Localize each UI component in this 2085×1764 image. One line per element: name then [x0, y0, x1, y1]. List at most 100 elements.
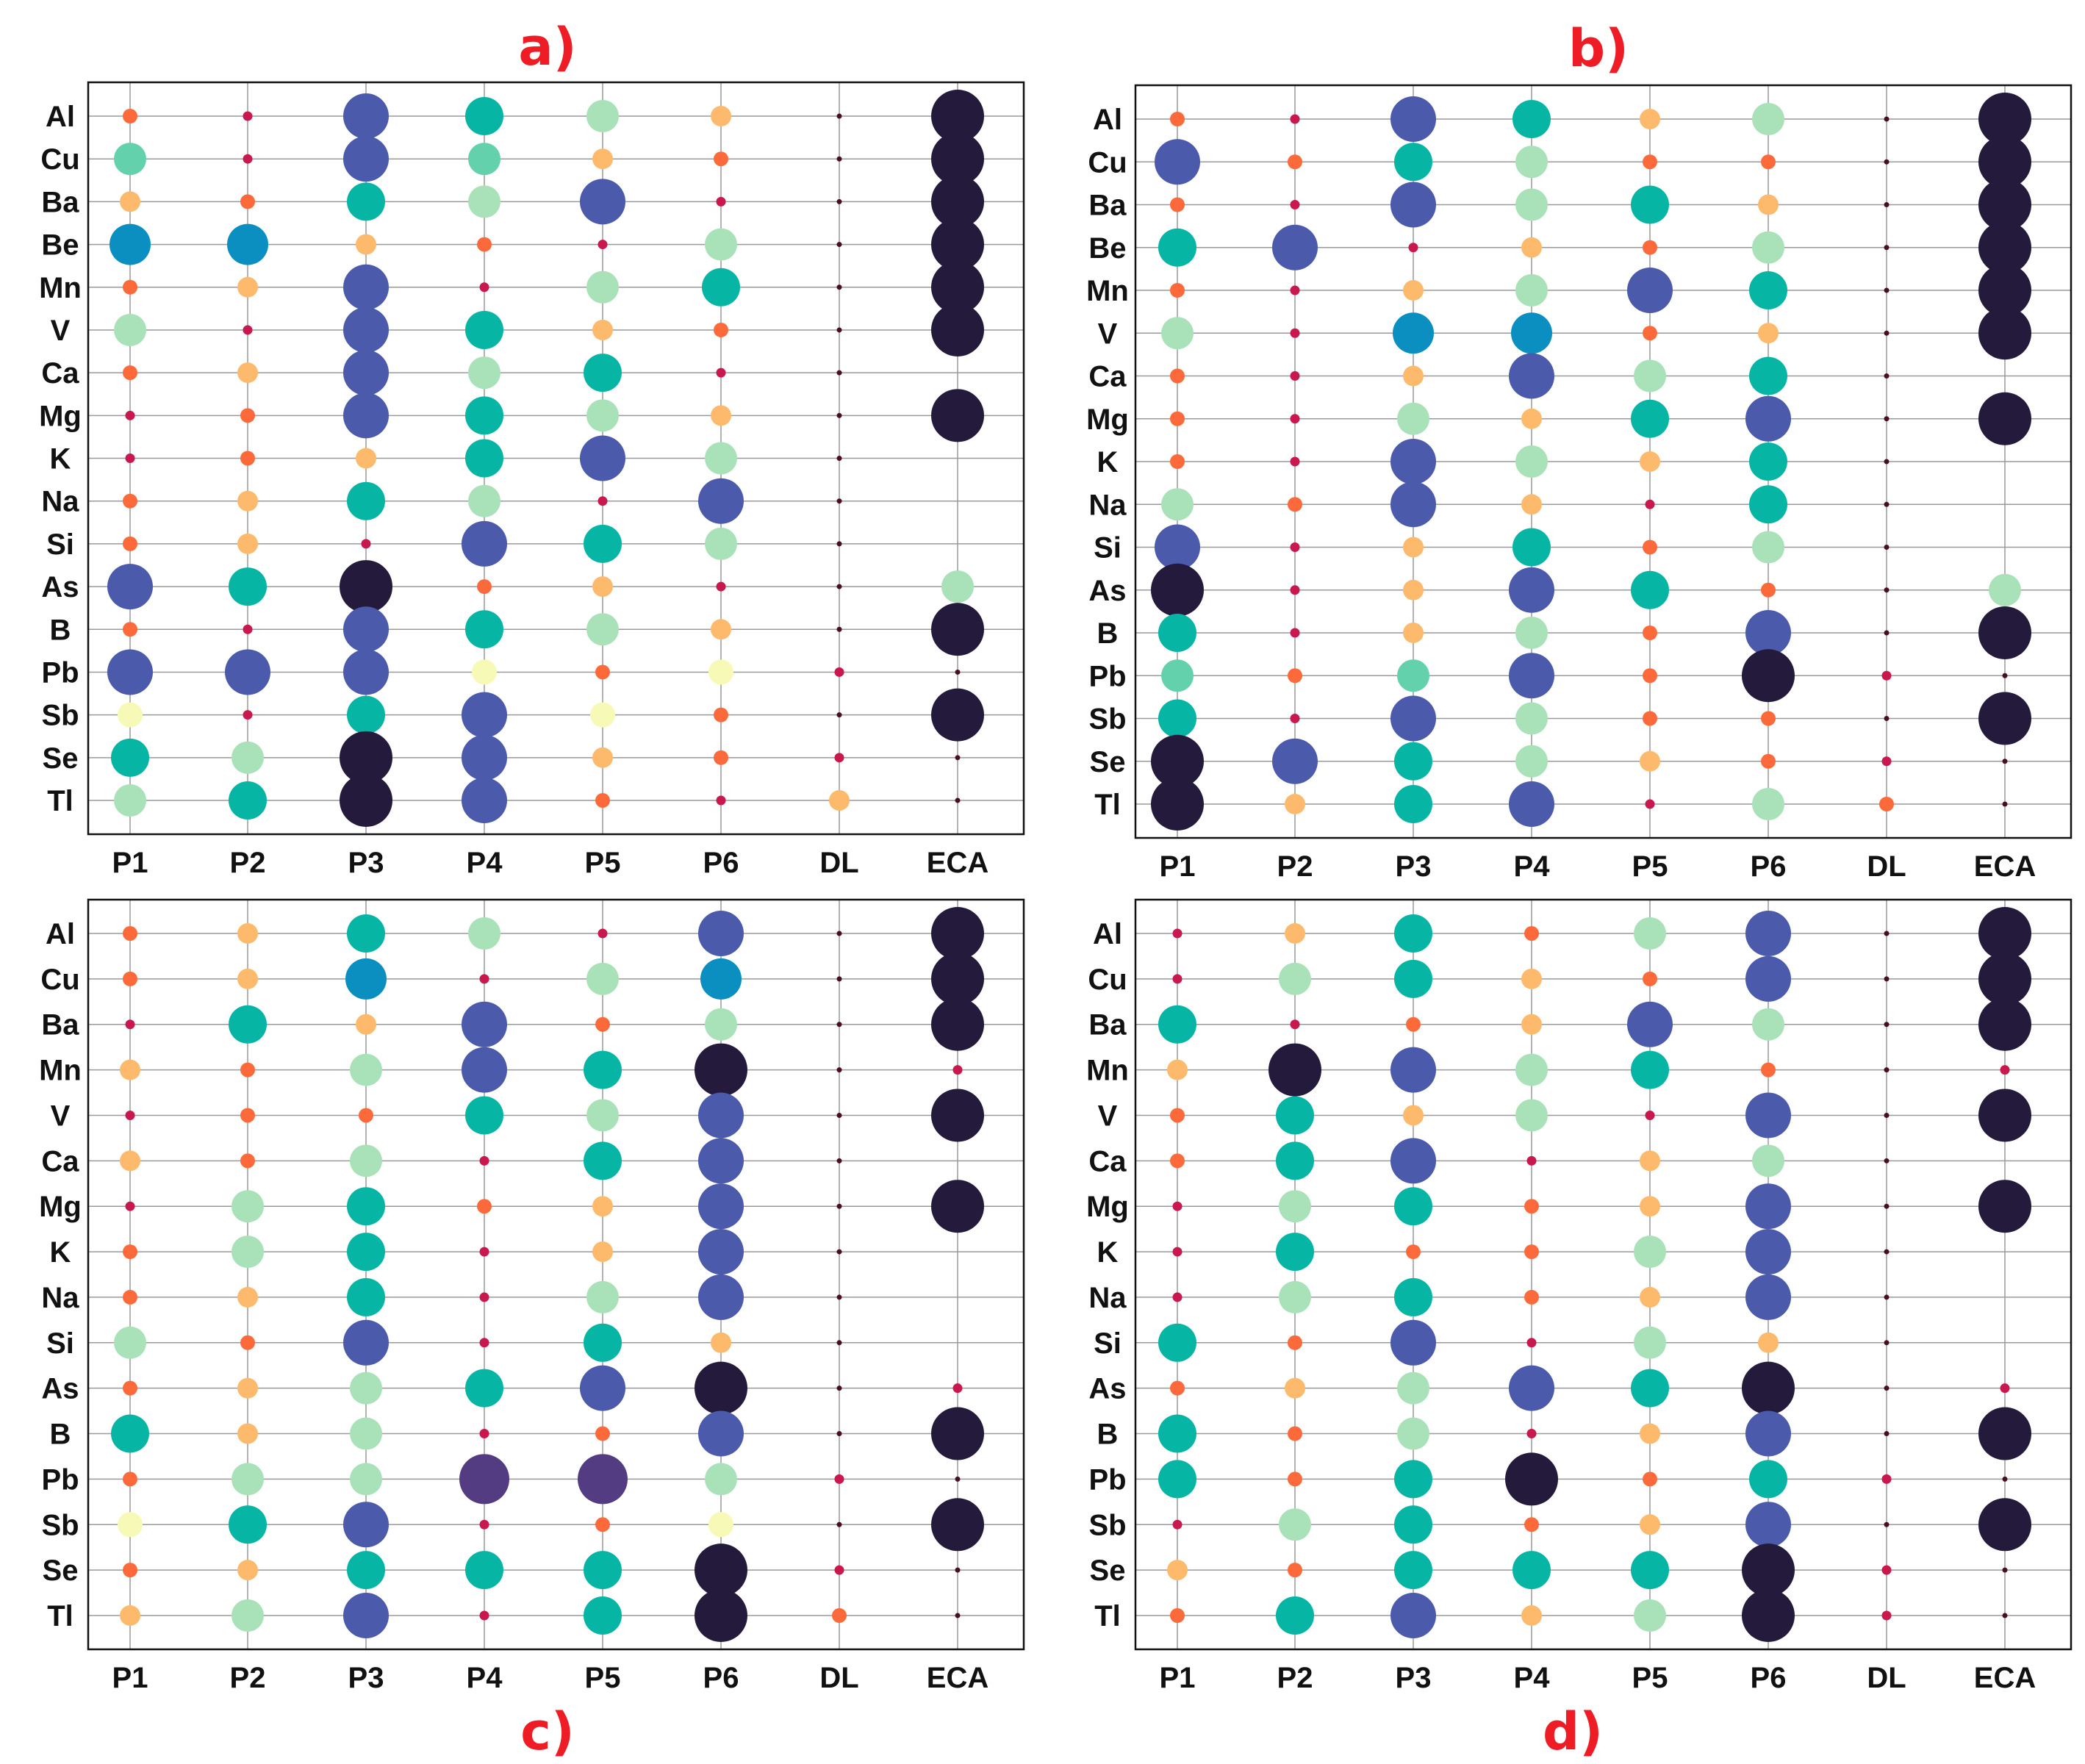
panel-a-title: a)	[518, 17, 576, 77]
panel-d-bubble-ba-p2	[1290, 1019, 1300, 1030]
panel-b-row-label-mg: Mg	[1086, 404, 1129, 436]
panel-b-bubble-tl-dl	[1879, 797, 1894, 811]
panel-a-bubble-as-dl	[836, 584, 842, 589]
panel-b-bubble-as-dl	[1884, 587, 1890, 593]
panel-b-bubble-v-p4	[1511, 312, 1552, 354]
panel-d-bubble-as-p5	[1631, 1369, 1669, 1408]
panel-a-bubble-na-p4	[468, 484, 500, 517]
panel-d-bubble-tl-p6	[1742, 1589, 1795, 1642]
panel-d-bubble-v-p4	[1515, 1099, 1548, 1132]
panel-d-row-label-b: B	[1097, 1419, 1119, 1451]
panel-d-col-label-eca: ECA	[1974, 1662, 2036, 1694]
panel-a-bubble-be-p6	[705, 228, 737, 261]
panel-d-bubble-mn-p3	[1390, 1047, 1436, 1093]
panel-a-bubble-si-p2	[237, 533, 258, 554]
panel-a-bubble-pb-p5	[595, 664, 610, 680]
panel-d-bubble-sb-p2	[1279, 1508, 1311, 1541]
panel-c-row-label-ba: Ba	[41, 1009, 79, 1041]
panel-b-row-label-al: Al	[1093, 104, 1122, 136]
panel-c-bubble-ca-p4	[479, 1155, 489, 1166]
panel-a-bubble-mg-dl	[836, 412, 842, 418]
panel-a-bubble-ca-p5	[584, 354, 622, 392]
panel-c-bubble-na-dl	[836, 1294, 842, 1300]
panel-c-col-label-p5: P5	[585, 1662, 621, 1694]
panel-d-bubble-as-dl	[1884, 1385, 1890, 1391]
panel-b-bubble-sb-p5	[1643, 711, 1657, 726]
panel-d-bubble-mn-p6	[1761, 1062, 1776, 1078]
panel-c-bubble-cu-eca	[931, 952, 984, 1005]
panel-c-bubble-k-p4	[479, 1247, 489, 1257]
panel-a-bubble-cu-p5	[592, 148, 613, 170]
panel-a-bubble-tl-p6	[716, 795, 726, 806]
panel-c-bubble-si-p5	[584, 1323, 622, 1362]
panel-b-bubble-ba-p4	[1515, 188, 1548, 221]
panel-b-bubble-pb-p5	[1643, 668, 1657, 684]
panel-c-bubble-se-p1	[123, 1563, 137, 1578]
panel-d-row-label-cu: Cu	[1088, 964, 1127, 996]
panel-b-bubble-v-p2	[1290, 328, 1300, 338]
panel-c-bubble-mn-p1	[120, 1059, 140, 1080]
panel-b-row-label-ca: Ca	[1088, 361, 1127, 393]
panel-d-bubble-si-p3	[1390, 1319, 1436, 1366]
panel-a-bubble-k-p5	[580, 435, 625, 481]
panel-d-bubble-pb-p6	[1749, 1460, 1787, 1499]
panel-c-bubble-al-p5	[597, 928, 608, 939]
panel-c-bubble-as-eca	[952, 1383, 963, 1394]
panel-a-bubble-mg-p3	[343, 392, 389, 439]
panel-a-frame	[87, 81, 1025, 836]
panel-b-bubble-be-eca	[1978, 220, 2031, 274]
panel-b-bubble-b-dl	[1884, 630, 1890, 636]
panel-c-row-label-k: K	[50, 1236, 71, 1269]
panel-b-bubble-sb-p1	[1158, 699, 1196, 738]
panel-c-bubble-v-p2	[240, 1108, 255, 1123]
panel-c-bubble-as-dl	[836, 1385, 842, 1391]
panel-d-bubble-sb-p5	[1640, 1514, 1660, 1535]
panel-c-bubble-b-p5	[595, 1426, 610, 1441]
panel-b-bubble-as-p6	[1761, 582, 1776, 598]
panel-b-bubble-ba-eca	[1978, 178, 2031, 232]
panel-d-bubble-tl-p4	[1521, 1605, 1542, 1626]
panel-b-bubble-be-p1	[1158, 228, 1196, 267]
panel-a-bubble-be-dl	[836, 242, 842, 248]
panel-a-bubble-tl-p5	[595, 793, 610, 808]
panel-a-bubble-na-p5	[597, 496, 608, 506]
panel-b-bubble-pb-eca	[2002, 673, 2008, 678]
panel-d-bubble-k-p1	[1172, 1247, 1183, 1257]
panel-a-bubble-mn-p6	[702, 268, 740, 306]
panel-c-bubble-na-p2	[237, 1286, 258, 1308]
panel-d-bubble-pb-p3	[1394, 1460, 1432, 1499]
panel-b-bubble-be-p4	[1521, 237, 1542, 258]
panel-a-bubble-al-p3	[343, 93, 389, 139]
panel-b-bubble-ba-p2	[1290, 200, 1300, 209]
panel-a-bubble-cu-eca	[931, 132, 984, 186]
panel-c-bubble-al-p4	[468, 917, 500, 950]
panel-d-bubble-ba-p1	[1158, 1005, 1196, 1044]
panel-b-bubble-tl-p3	[1394, 785, 1432, 823]
panel-a-row-label-b: B	[50, 614, 71, 646]
panel-a-bubble-cu-p6	[714, 151, 728, 167]
panel-a-row-label-na: Na	[41, 486, 79, 518]
panel-b-bubble-k-p3	[1390, 439, 1436, 484]
panel-d-bubble-mg-p1	[1172, 1201, 1183, 1211]
panel-b-bubble-be-dl	[1884, 245, 1890, 251]
panel-b-bubble-pb-p2	[1288, 668, 1302, 684]
panel-b-bubble-as-p4	[1509, 567, 1554, 613]
panel-c-bubble-b-p4	[479, 1429, 489, 1439]
panel-d-bubble-se-p3	[1394, 1551, 1432, 1590]
panel-b-title: b)	[1568, 18, 1629, 79]
panel-b-bubble-mn-p1	[1170, 283, 1185, 298]
panel-d-row-label-ca: Ca	[1088, 1145, 1127, 1177]
panel-b-col-label-p1: P1	[1160, 850, 1196, 883]
panel-d-bubble-sb-p4	[1524, 1517, 1539, 1532]
panel-b-bubble-se-dl	[1881, 756, 1892, 767]
panel-a-bubble-cu-dl	[836, 156, 842, 162]
panel-c-bubble-ba-p4	[462, 1001, 507, 1047]
panel-b-row-label-k: K	[1097, 446, 1119, 478]
panel-b-bubble-mg-p4	[1521, 408, 1542, 429]
panel-b-bubble-cu-p1	[1155, 139, 1200, 185]
panel-d-bubble-cu-p4	[1521, 968, 1542, 989]
panel-a-bubble-pb-p3	[343, 649, 389, 695]
panel-b-bubble-cu-p3	[1394, 143, 1432, 182]
panel-c-row-label-cu: Cu	[40, 964, 79, 996]
panel-a-bubble-tl-dl	[829, 790, 850, 811]
